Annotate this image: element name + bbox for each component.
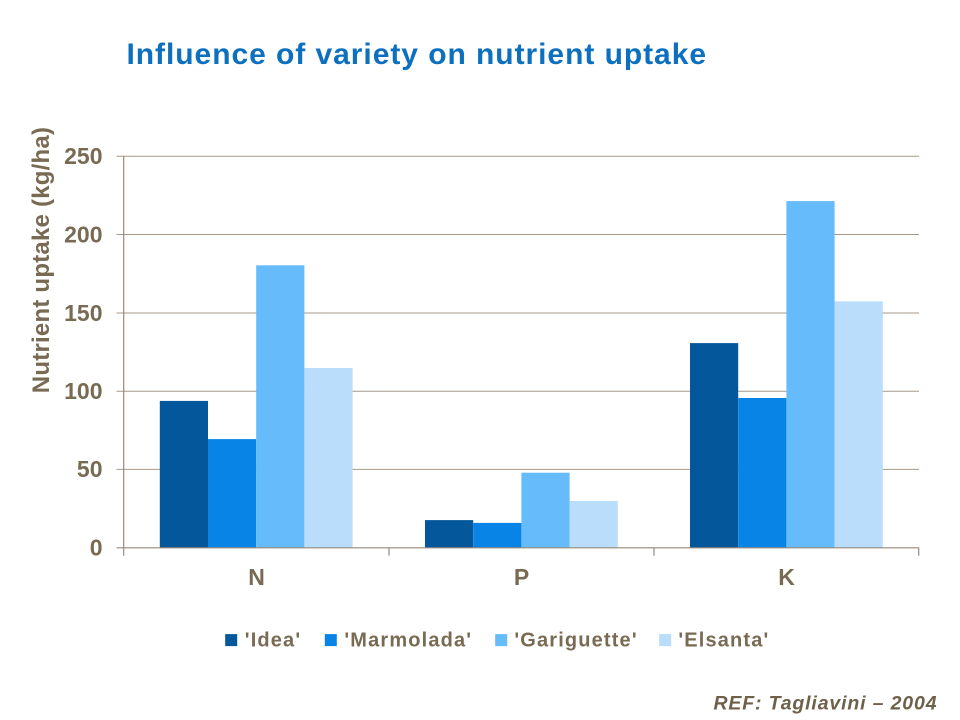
svg-text:0: 0	[90, 534, 103, 560]
svg-text:100: 100	[64, 378, 102, 404]
svg-text:REF: Tagliavini – 2004: REF: Tagliavini – 2004	[714, 693, 938, 715]
svg-text:'Marmolada': 'Marmolada'	[344, 630, 472, 652]
svg-text:'Idea': 'Idea'	[245, 630, 301, 652]
svg-text:'Gariguette': 'Gariguette'	[514, 630, 637, 652]
svg-text:'Elsanta': 'Elsanta'	[678, 630, 769, 652]
svg-text:200: 200	[64, 221, 102, 247]
svg-text:N: N	[248, 564, 265, 590]
svg-text:150: 150	[64, 300, 102, 326]
svg-text:Nutrient uptake (kg/ha): Nutrient uptake (kg/ha)	[28, 127, 55, 393]
svg-text:K: K	[778, 564, 795, 590]
svg-text:Influence of variety on nutrie: Influence of variety on nutrient uptake	[127, 38, 707, 71]
svg-text:250: 250	[64, 143, 102, 169]
svg-text:50: 50	[77, 456, 103, 482]
svg-text:P: P	[514, 564, 529, 590]
